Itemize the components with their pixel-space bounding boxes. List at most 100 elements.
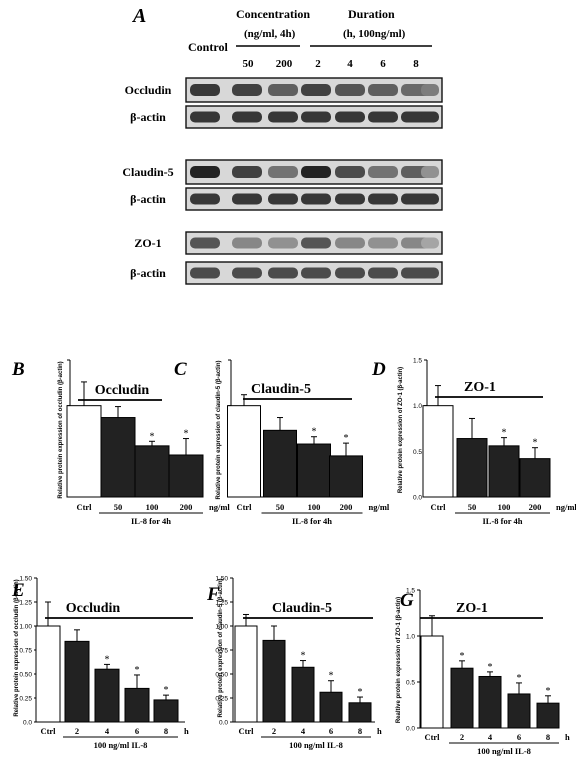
blot-band	[190, 194, 220, 205]
category-label: Ctrl	[236, 502, 252, 512]
lane-label: 2	[315, 58, 321, 70]
y-axis-label: Realtive protein expression of ZO-1 (β-a…	[396, 597, 402, 723]
y-tick-label: 0.0	[219, 720, 228, 727]
category-label: 50	[276, 502, 285, 512]
blot-band	[190, 84, 220, 96]
blot-label: ZO-1	[134, 236, 161, 250]
category-label: 6	[135, 726, 139, 736]
category-label: 2	[272, 726, 276, 736]
lane-labels: 50 200 2 4 6 8	[243, 58, 420, 70]
significance-marker: *	[358, 687, 363, 698]
y-tick-label: 0.0	[413, 495, 422, 502]
group-label: 100 ng/ml IL-8	[289, 740, 343, 750]
y-tick-label: 1.5	[413, 358, 422, 365]
chart-title: Occludin	[66, 601, 121, 616]
significance-marker: *	[329, 671, 334, 682]
bar	[423, 406, 453, 497]
y-tick-label: 1.0	[413, 403, 422, 410]
y-tick-label: 1.0	[406, 634, 415, 641]
control-label: Control	[188, 40, 228, 54]
bar	[421, 636, 443, 728]
blot-band	[421, 112, 439, 123]
panel-letter: C	[174, 359, 187, 380]
blot-band	[335, 84, 365, 96]
category-label: 8	[546, 732, 550, 742]
group-label: IL-8 for 4h	[292, 516, 332, 526]
significance-marker: *	[105, 654, 110, 665]
blot-band	[368, 112, 398, 123]
bar	[263, 640, 285, 722]
bar	[330, 456, 363, 497]
blot-band	[301, 268, 331, 279]
bar	[508, 694, 530, 728]
y-tick-label: 1.00	[19, 624, 32, 631]
blot-band	[301, 84, 331, 96]
chart-title: Occludin	[95, 383, 150, 398]
significance-marker: *	[344, 433, 349, 444]
lane-label: 50	[243, 58, 255, 70]
blot-band	[190, 238, 220, 249]
blot-band	[232, 166, 262, 178]
blot-band	[421, 194, 439, 205]
blot-band	[232, 112, 262, 123]
unit-label: h	[184, 726, 189, 736]
blot-band	[268, 238, 298, 249]
bar	[101, 418, 135, 497]
y-axis-label: Relative protein expression of occludin …	[14, 579, 20, 716]
chart-panel-b: BOccludinRelative protein expression of …	[11, 359, 230, 526]
y-tick-label: 0.5	[406, 680, 415, 687]
unit-label: h	[377, 726, 382, 736]
blot-band	[268, 268, 298, 279]
category-label: 6	[517, 732, 521, 742]
chart-panel-g: G ZO-1 0.0 0.5 1.0 1.5 Realtive protein expres…	[396, 588, 570, 757]
blot-row: Claudin-5	[122, 160, 442, 184]
bar	[320, 692, 342, 722]
category-label: 200	[180, 502, 193, 512]
blot-row: β-actin	[130, 106, 442, 128]
category-label: Ctrl	[430, 502, 446, 512]
blot-row: β-actin	[130, 188, 442, 210]
y-tick-label: 1.5	[406, 588, 415, 595]
panel-a-letter: A	[131, 5, 146, 27]
category-label: 8	[164, 726, 168, 736]
y-tick-label: 0.0	[406, 726, 415, 733]
bar	[154, 700, 178, 722]
significance-marker: *	[164, 685, 169, 696]
category-label: 100	[498, 502, 511, 512]
y-axis-label: Relative protein expression of claudin-5…	[218, 578, 224, 717]
bar	[451, 668, 473, 728]
significance-marker: *	[533, 438, 538, 449]
lane-label: 6	[380, 58, 386, 70]
category-label: 6	[329, 726, 333, 736]
blot-band	[268, 194, 298, 205]
category-label: 4	[105, 726, 110, 736]
blot-band	[335, 194, 365, 205]
category-label: Ctrl	[238, 726, 254, 736]
bar	[235, 626, 257, 722]
bar	[135, 446, 169, 497]
y-axis-label: Relative protein expression of ZO-1 (β-a…	[398, 367, 404, 493]
blot-row: Occludin	[125, 78, 442, 102]
blot-band	[335, 112, 365, 123]
concentration-header: Concentration	[236, 7, 310, 21]
bar	[537, 703, 559, 728]
bar	[95, 669, 119, 722]
blot-row: β-actin	[130, 262, 442, 284]
bar	[349, 703, 371, 722]
blot-label: β-actin	[130, 110, 166, 124]
category-label: 50	[468, 502, 477, 512]
blot-band	[232, 268, 262, 279]
bar	[489, 446, 519, 497]
group-label: 100 ng/ml IL-8	[477, 746, 531, 756]
y-tick-label: 0.0	[23, 720, 32, 727]
chart-title: ZO-1	[464, 380, 496, 395]
blot-band	[190, 166, 220, 178]
group-label: 100 ng/ml IL-8	[94, 740, 148, 750]
blot-band	[190, 268, 220, 279]
blot-band	[268, 166, 298, 178]
significance-marker: *	[135, 665, 140, 676]
duration-subheader: (h, 100ng/ml)	[343, 28, 406, 40]
y-tick-label: 0.50	[19, 672, 32, 679]
